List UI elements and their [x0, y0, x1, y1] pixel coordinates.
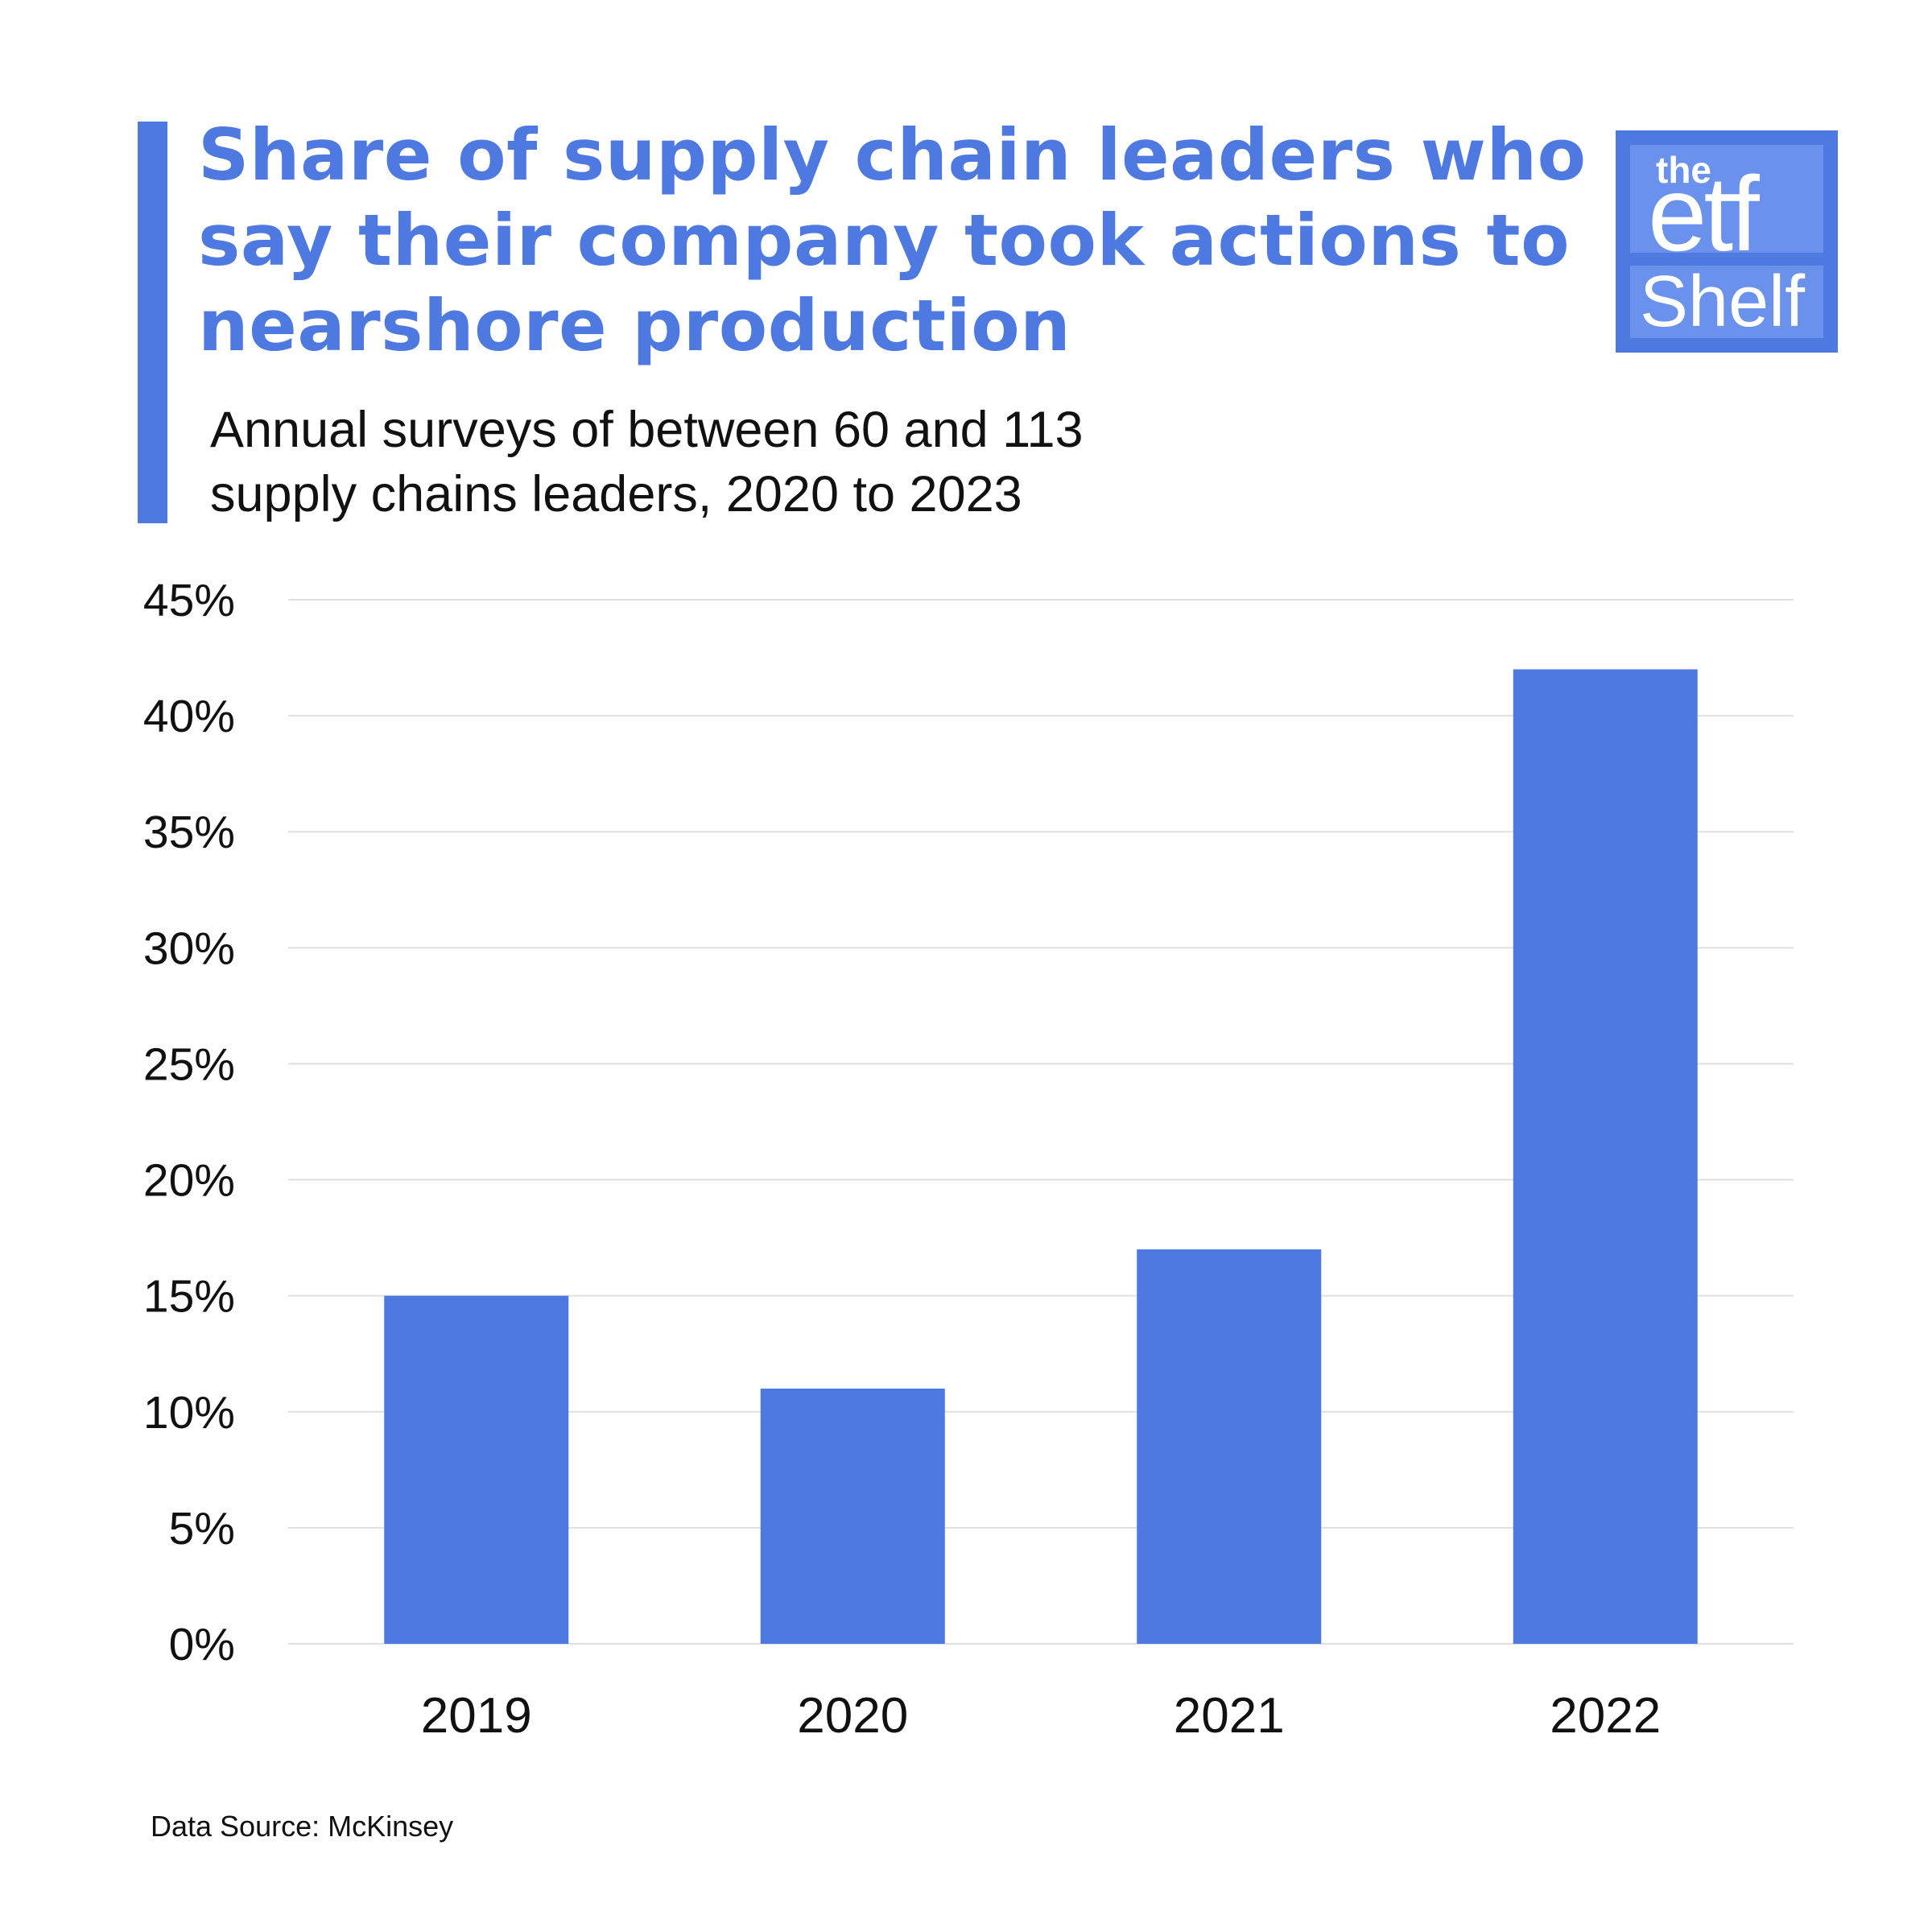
bars: [384, 669, 1698, 1644]
logo-text-the: the: [1656, 149, 1711, 191]
title-accent-bar: [138, 122, 167, 523]
etf-shelf-logo: the etf Shelf: [1616, 130, 1838, 353]
y-tick-label: 30%: [143, 923, 235, 974]
y-tick-label: 35%: [143, 807, 235, 858]
y-axis-ticks: 0% 5% 10% 15% 20% 25% 30% 35% 40% 45%: [143, 575, 235, 1670]
y-tick-label: 10%: [143, 1387, 235, 1439]
bar-2020: [760, 1388, 945, 1644]
logo-text-etf: etf: [1648, 155, 1760, 273]
logo-top-panel: [1630, 145, 1823, 253]
x-tick-label: 2022: [1550, 1688, 1661, 1744]
subtitle-line-1: Annual surveys of between 60 and 113: [210, 402, 1084, 458]
bar-2021: [1137, 1249, 1322, 1644]
chart-title: Share of supply chain leaders who say th…: [198, 114, 1587, 367]
logo-bottom-panel: [1630, 266, 1823, 338]
logo-text-shelf: Shelf: [1640, 262, 1806, 342]
data-source-note: Data Source: McKinsey: [151, 1810, 454, 1843]
x-axis-ticks: 2019 2020 2021 2022: [421, 1688, 1661, 1744]
y-tick-label: 25%: [143, 1038, 235, 1090]
y-tick-label: 5%: [169, 1503, 235, 1554]
y-tick-label: 45%: [143, 575, 235, 626]
y-tick-label: 0%: [169, 1619, 235, 1670]
subtitle-line-2: supply chains leaders, 2020 to 2023: [210, 466, 1022, 522]
bar-2022: [1513, 669, 1698, 1644]
x-tick-label: 2021: [1174, 1688, 1285, 1744]
bar-2019: [384, 1295, 569, 1644]
y-tick-label: 15%: [143, 1271, 235, 1323]
x-tick-label: 2020: [797, 1688, 908, 1744]
chart-subtitle: Annual surveys of between 60 and 113 sup…: [210, 398, 1337, 526]
y-tick-label: 20%: [143, 1155, 235, 1207]
y-tick-label: 40%: [143, 691, 235, 742]
x-tick-label: 2019: [421, 1688, 532, 1744]
